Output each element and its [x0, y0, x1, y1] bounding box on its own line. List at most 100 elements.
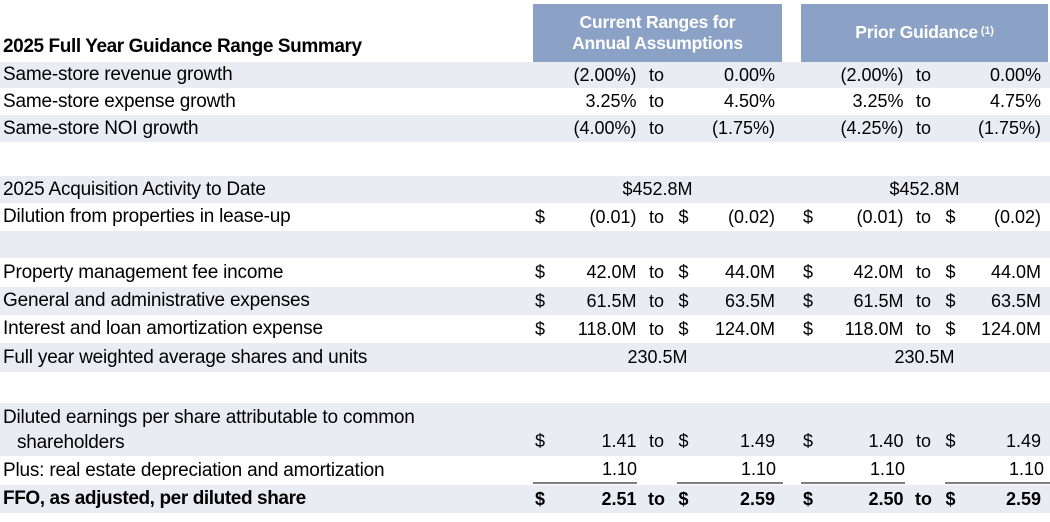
- dollar-sign: $: [803, 431, 814, 451]
- row-label: Full year weighted average shares and un…: [3, 346, 368, 368]
- range-high: (0.02): [993, 206, 1041, 227]
- range-low: (0.01): [856, 206, 904, 227]
- current-range: $ (0.01) to $ (0.02): [533, 207, 782, 228]
- range-to: to: [915, 262, 931, 282]
- spacer-row: [0, 372, 1050, 403]
- range-to: to: [915, 431, 931, 451]
- dollar-sign: $: [803, 262, 814, 282]
- range-low: 118.0M: [844, 318, 904, 339]
- range-to: to: [648, 206, 664, 227]
- dollar-sign: $: [945, 318, 956, 339]
- dollar-sign: $: [678, 488, 689, 509]
- range-to: to: [648, 64, 664, 85]
- range-low: 3.25%: [585, 91, 637, 111]
- dollar-sign: $: [535, 206, 546, 227]
- range-to: to: [915, 64, 931, 85]
- range-low: (0.01): [589, 206, 637, 227]
- range-low: 1.40: [868, 431, 904, 451]
- prior-guidance-header: Prior Guidance (1): [801, 4, 1048, 62]
- range-high: 1.49: [1005, 431, 1041, 451]
- range-to: to: [648, 431, 664, 451]
- range-high: 1.10: [740, 459, 776, 479]
- footnote-marker: (1): [980, 25, 994, 38]
- row-same-store-noi-growth: Same-store NOI growth (4.00%) to (1.75%)…: [0, 115, 1050, 142]
- dollar-sign: $: [945, 488, 956, 509]
- range-high: 63.5M: [990, 290, 1041, 311]
- row-dilution-lease-up: Dilution from properties in lease-up $ (…: [0, 203, 1050, 231]
- dollar-sign: $: [535, 488, 546, 509]
- dollar-sign: $: [945, 290, 956, 311]
- prior-guidance-header-label: Prior Guidance: [855, 22, 978, 43]
- row-plus-depreciation: Plus: real estate depreciation and amort…: [0, 456, 1050, 485]
- current-range: $ 61.5M to $ 63.5M: [533, 291, 782, 312]
- prior-range: $ (0.01) to $ (0.02): [801, 207, 1048, 228]
- row-label: Same-store expense growth: [3, 90, 236, 112]
- spacer-row: [0, 142, 1050, 176]
- prior-range: 3.25% to 4.75%: [801, 91, 1048, 112]
- current-range: (4.00%) to (1.75%): [533, 118, 782, 139]
- row-label-line2: shareholders: [17, 432, 125, 453]
- dollar-sign: $: [535, 318, 546, 339]
- range-to: to: [915, 118, 931, 138]
- current-ranges-header-label: Current Ranges for Annual Assumptions: [572, 11, 743, 53]
- range-high: 2.59: [739, 488, 775, 509]
- prior-range: (4.25%) to (1.75%): [801, 118, 1048, 139]
- sum-underline: 1.10: [677, 457, 783, 484]
- range-to: to: [915, 91, 931, 111]
- prior-value: $452.8M: [889, 179, 960, 199]
- dollar-sign: $: [803, 488, 814, 509]
- spacer-row: [0, 231, 1050, 258]
- prior-range: $ 42.0M to $ 44.0M: [801, 262, 1048, 283]
- dollar-sign: $: [945, 206, 956, 227]
- dollar-sign: $: [678, 206, 689, 227]
- range-to: to: [915, 290, 931, 311]
- prior-range: $ 118.0M to $ 124.0M: [801, 319, 1048, 340]
- dollar-sign: $: [803, 290, 814, 311]
- range-high: (1.75%): [711, 118, 775, 138]
- row-label: Dilution from properties in lease-up: [3, 206, 291, 227]
- row-label-line1: Diluted earnings per share attributable …: [3, 407, 415, 428]
- range-to: to: [648, 118, 664, 138]
- range-low: 1.10: [601, 459, 637, 479]
- range-to: to: [915, 488, 932, 509]
- row-ffo-per-diluted-share: FFO, as adjusted, per diluted share $ 2.…: [0, 485, 1050, 513]
- range-low: 1.10: [869, 459, 905, 479]
- current-range: $ 42.0M to $ 44.0M: [533, 262, 782, 283]
- row-label: Plus: real estate depreciation and amort…: [3, 459, 385, 481]
- dollar-sign: $: [945, 262, 956, 282]
- row-label: Diluted earnings per share attributable …: [0, 405, 533, 456]
- sum-underline: 1.10: [945, 457, 1050, 484]
- prior-range: $ 61.5M to $ 63.5M: [801, 291, 1048, 312]
- prior-range: 1.10 1.10: [801, 457, 1050, 484]
- sum-underline: 1.10: [533, 457, 637, 484]
- row-diluted-eps: Diluted earnings per share attributable …: [0, 403, 1050, 456]
- range-low: 42.0M: [853, 262, 904, 282]
- range-low: 42.0M: [586, 262, 637, 282]
- range-low: 2.51: [601, 488, 637, 509]
- range-high: 1.10: [1008, 459, 1044, 479]
- row-interest-loan-amortization: Interest and loan amortization expense $…: [0, 315, 1050, 343]
- table-title: 2025 Full Year Guidance Range Summary: [3, 36, 362, 57]
- range-low: 3.25%: [852, 91, 904, 111]
- dollar-sign: $: [678, 318, 689, 339]
- range-low: 61.5M: [853, 290, 904, 311]
- row-label: Property management fee income: [3, 261, 284, 283]
- row-same-store-revenue-growth: Same-store revenue growth (2.00%) to 0.0…: [0, 62, 1050, 88]
- range-high: 44.0M: [990, 262, 1041, 282]
- dollar-sign: $: [535, 290, 546, 311]
- range-to: to: [648, 488, 665, 509]
- dollar-sign: $: [535, 262, 546, 282]
- row-label: Interest and loan amortization expense: [3, 318, 323, 339]
- prior-range: $ 2.50 to $ 2.59: [801, 489, 1048, 510]
- range-high: 63.5M: [724, 290, 775, 311]
- current-range: (2.00%) to 0.00%: [533, 65, 782, 86]
- current-value: $452.8M: [622, 179, 693, 199]
- dollar-sign: $: [803, 318, 814, 339]
- range-high: 124.0M: [714, 318, 775, 339]
- range-high: 0.00%: [989, 64, 1041, 85]
- row-label: Same-store NOI growth: [3, 117, 199, 139]
- current-range: $ 1.41 to $ 1.49: [533, 431, 782, 456]
- current-range: 3.25% to 4.50%: [533, 91, 782, 112]
- current-ranges-header: Current Ranges for Annual Assumptions: [533, 4, 782, 62]
- range-to: to: [915, 318, 931, 339]
